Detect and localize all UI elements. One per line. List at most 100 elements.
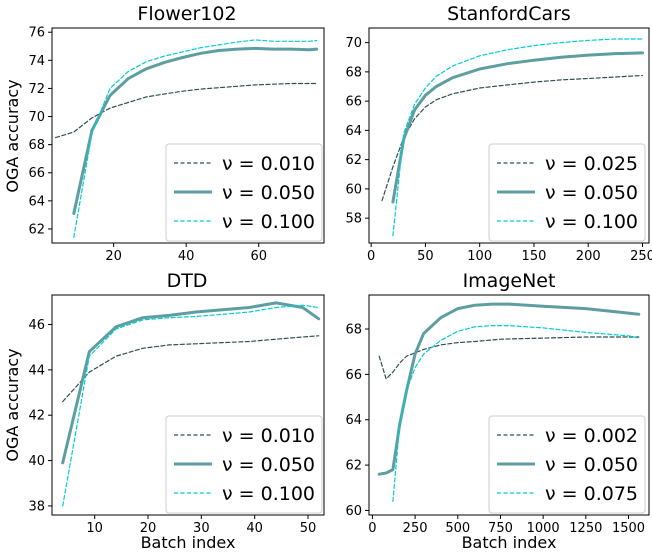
legend-label: ν = 0.100 xyxy=(545,211,638,233)
y-tick-label: 58 xyxy=(345,212,362,227)
y-tick-label: 64 xyxy=(345,413,362,428)
y-tick-label: 68 xyxy=(345,65,362,80)
axes-frame xyxy=(51,294,325,516)
legend: ν = 0.002 ν = 0.050 ν = 0.075 xyxy=(488,415,646,514)
y-tick-label: 76 xyxy=(28,26,45,41)
x-tick-label: 250 xyxy=(630,249,652,264)
y-tick-label: 60 xyxy=(345,182,362,197)
y-axis-label: OGA accuracy xyxy=(3,79,22,192)
legend-label: ν = 0.050 xyxy=(222,182,315,204)
legend-label: ν = 0.002 xyxy=(545,425,638,447)
y-tick-label: 66 xyxy=(28,166,45,181)
y-tick-label: 46 xyxy=(28,318,45,333)
tick-layer: 0 50 100 150 200 250 58 60 62 64 66 68 70 xyxy=(345,36,652,264)
x-tick-label: 250 xyxy=(403,521,428,536)
series-line-light xyxy=(392,38,644,237)
legend: ν = 0.010 ν = 0.050 ν = 0.100 xyxy=(165,143,323,242)
legend-box xyxy=(488,415,646,514)
y-tick-label: 60 xyxy=(345,504,362,519)
y-tick-label: 74 xyxy=(28,54,45,69)
y-tick-label: 64 xyxy=(28,194,45,209)
y-tick-label: 62 xyxy=(28,222,45,237)
legend: ν = 0.010 ν = 0.050 ν = 0.100 xyxy=(165,415,323,514)
x-tick-label: 500 xyxy=(445,521,470,536)
legend-label: ν = 0.050 xyxy=(222,454,315,476)
legend-label: ν = 0.050 xyxy=(545,454,638,476)
y-tick-label: 66 xyxy=(345,368,362,383)
legend-box xyxy=(165,143,323,242)
chart-title: StanfordCars xyxy=(447,3,571,25)
axes-frame xyxy=(368,294,650,516)
x-tick-label: 1250 xyxy=(569,521,602,536)
y-tick-label: 70 xyxy=(345,36,362,51)
x-tick-label: 1500 xyxy=(612,521,645,536)
x-tick-label: 20 xyxy=(140,521,157,536)
x-tick-label: 30 xyxy=(193,521,210,536)
y-tick-label: 62 xyxy=(345,153,362,168)
y-tick-label: 62 xyxy=(345,459,362,474)
tick-layer: 0 250 500 750 1000 1250 1500 60 62 64 66 68 xyxy=(345,323,645,536)
series-layer xyxy=(61,301,321,507)
series-line-dark xyxy=(378,336,640,380)
y-tick-label: 68 xyxy=(28,138,45,153)
y-axis-label: OGA accuracy xyxy=(3,348,22,461)
y-tick-label: 72 xyxy=(28,82,45,97)
legend-label: ν = 0.025 xyxy=(545,153,638,175)
panel-dtd: DTD 10 20 30 40 50 38 40 42 44 46 ν = 0.010 ν = 0… xyxy=(28,270,325,536)
legend-label: ν = 0.010 xyxy=(222,153,315,175)
series-line-dark xyxy=(381,74,644,202)
legend-label: ν = 0.100 xyxy=(222,211,315,233)
x-tick-label: 10 xyxy=(86,521,103,536)
series-line-mid xyxy=(391,51,644,204)
series-line-mid xyxy=(61,301,321,465)
x-tick-label: 150 xyxy=(522,249,547,264)
x-tick-label: 100 xyxy=(467,249,492,264)
legend: ν = 0.025 ν = 0.050 ν = 0.100 xyxy=(488,143,646,242)
x-tick-label: 0 xyxy=(367,249,375,264)
x-axis-label: Batch index xyxy=(462,533,557,552)
legend-box xyxy=(488,143,646,242)
panel-flower102: Flower102 20 40 60 62 64 66 68 70 72 74 76 ν = 0.0… xyxy=(28,3,325,264)
axes-frame xyxy=(368,27,650,244)
chart-title: DTD xyxy=(167,270,208,292)
y-tick-label: 70 xyxy=(28,110,45,125)
x-tick-label: 40 xyxy=(246,521,263,536)
panel-imagenet: ImageNet 0 250 500 750 1000 1250 1500 60 62 64 66 6… xyxy=(345,270,650,536)
series-line-mid xyxy=(377,302,641,476)
x-axis-label: Batch index xyxy=(141,533,236,552)
y-tick-label: 66 xyxy=(345,95,362,110)
y-tick-label: 40 xyxy=(28,454,45,469)
y-tick-label: 68 xyxy=(345,323,362,338)
x-tick-label: 0 xyxy=(368,521,376,536)
series-line-light xyxy=(392,325,640,502)
series-line-dark xyxy=(54,82,318,139)
tick-layer: 10 20 30 40 50 38 40 42 44 46 xyxy=(28,318,316,536)
legend-label: ν = 0.075 xyxy=(545,483,638,505)
series-line-mid xyxy=(72,46,319,215)
legend-label: ν = 0.100 xyxy=(222,483,315,505)
y-tick-label: 38 xyxy=(28,499,45,514)
axes-frame xyxy=(51,27,325,244)
series-line-dark xyxy=(62,335,320,403)
series-layer xyxy=(381,38,644,237)
x-tick-label: 40 xyxy=(178,249,195,264)
y-tick-label: 64 xyxy=(345,124,362,139)
x-tick-label: 50 xyxy=(300,521,317,536)
series-layer xyxy=(54,39,319,238)
x-tick-label: 50 xyxy=(417,249,434,264)
chart-title: ImageNet xyxy=(463,270,556,292)
x-tick-label: 20 xyxy=(105,249,122,264)
legend-label: ν = 0.010 xyxy=(222,425,315,447)
series-layer xyxy=(377,302,641,502)
x-tick-label: 200 xyxy=(576,249,601,264)
legend-label: ν = 0.050 xyxy=(545,182,638,204)
x-tick-label: 1000 xyxy=(527,521,560,536)
chart-title: Flower102 xyxy=(137,3,236,25)
x-tick-label: 60 xyxy=(250,249,267,264)
y-tick-label: 44 xyxy=(28,363,45,378)
legend-box xyxy=(165,415,323,514)
x-tick-label: 750 xyxy=(488,521,513,536)
tick-layer: 20 40 60 62 64 66 68 70 72 74 76 xyxy=(28,26,267,264)
y-tick-label: 42 xyxy=(28,409,45,424)
